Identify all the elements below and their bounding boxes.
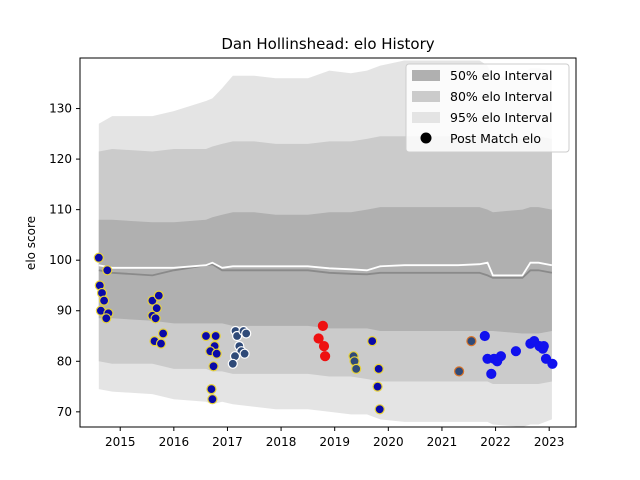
data-point	[454, 366, 465, 377]
x-tick-label: 2015	[105, 435, 136, 449]
legend-swatch-95	[412, 112, 440, 123]
y-tick-label: 70	[57, 405, 72, 419]
data-point	[510, 346, 522, 357]
data-point	[547, 358, 558, 369]
data-point	[153, 290, 164, 301]
data-point	[317, 320, 328, 331]
y-axis-ticks: 70 80 90 100 110 120 130	[49, 102, 80, 419]
legend: 50% elo Interval 80% elo Interval 95% el…	[405, 63, 570, 153]
legend-label-80: 80% elo Interval	[450, 89, 552, 104]
data-point	[367, 336, 378, 347]
data-point	[239, 348, 250, 359]
data-point	[538, 341, 549, 352]
y-tick-label: 100	[49, 253, 72, 267]
y-tick-label: 130	[49, 102, 72, 116]
data-point	[495, 351, 506, 362]
data-point	[210, 330, 221, 342]
x-tick-label: 2021	[427, 435, 458, 449]
data-point	[93, 252, 104, 263]
data-point	[98, 295, 110, 306]
y-tick-label: 110	[49, 203, 72, 217]
y-tick-label: 120	[49, 152, 72, 166]
x-tick-label: 2017	[212, 435, 243, 449]
data-point	[486, 368, 497, 379]
y-tick-label: 90	[57, 304, 72, 318]
data-point	[155, 338, 167, 349]
x-tick-label: 2018	[266, 435, 297, 449]
data-point	[373, 363, 384, 374]
data-point	[241, 328, 252, 339]
x-tick-label: 2022	[480, 435, 511, 449]
chart-title: Dan Hollinshead: elo History	[221, 35, 434, 53]
legend-swatch-80	[412, 91, 440, 102]
data-point	[206, 384, 217, 395]
plot-frame	[79, 57, 577, 428]
mean-line	[98, 261, 553, 277]
data-point	[372, 381, 383, 392]
data-point	[207, 394, 218, 405]
data-point	[151, 303, 162, 314]
data-point	[211, 348, 222, 359]
data-point	[227, 358, 238, 369]
elo-lines	[98, 261, 553, 279]
y-tick-label: 80	[57, 354, 72, 368]
data-point	[479, 330, 490, 342]
x-tick-label: 2016	[159, 435, 190, 449]
data-point	[351, 363, 362, 374]
data-point	[466, 336, 477, 347]
legend-marker-post-match	[420, 132, 432, 144]
data-point	[374, 404, 385, 415]
x-axis-ticks: 2015 2016 2017 2018 2019 2020 2021 2022 2023	[105, 427, 565, 449]
post-match-points	[93, 252, 558, 415]
data-point	[150, 313, 161, 324]
x-tick-label: 2020	[373, 435, 404, 449]
data-point	[208, 361, 219, 372]
data-point	[158, 328, 169, 339]
data-point	[313, 333, 324, 344]
band-50	[98, 207, 552, 334]
legend-label-post-match: Post Match elo	[450, 131, 541, 146]
data-point	[320, 351, 331, 362]
legend-swatch-50	[412, 70, 440, 81]
legend-box	[405, 63, 570, 153]
y-axis-label: elo score	[24, 216, 38, 270]
x-tick-label: 2023	[534, 435, 565, 449]
legend-label-50: 50% elo Interval	[450, 68, 552, 83]
legend-label-95: 95% elo Interval	[450, 110, 552, 125]
data-point	[318, 341, 330, 352]
data-point	[101, 313, 112, 324]
data-point	[102, 265, 113, 276]
data-point	[200, 330, 212, 342]
x-tick-label: 2019	[319, 435, 350, 449]
